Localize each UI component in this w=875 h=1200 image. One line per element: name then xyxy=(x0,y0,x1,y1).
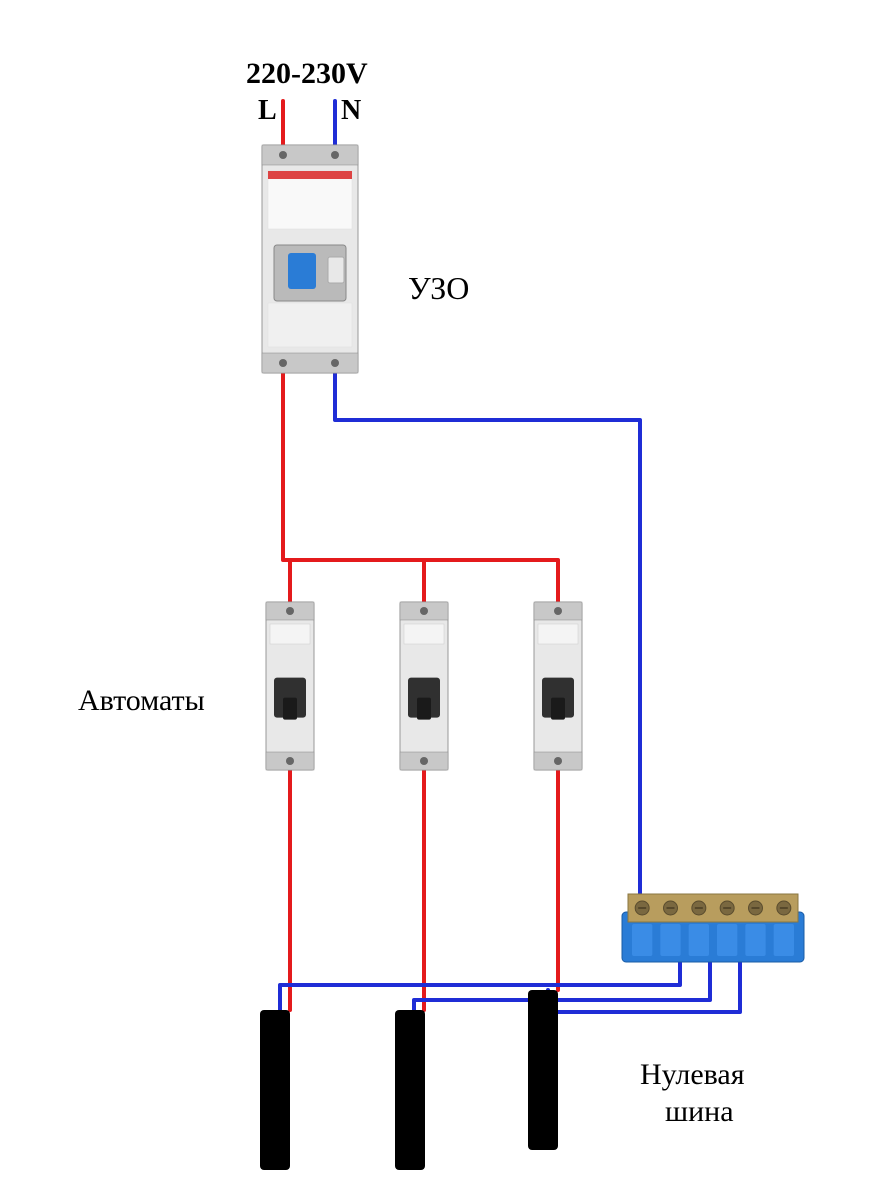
wire xyxy=(290,560,424,602)
label-automats: Автоматы xyxy=(78,684,205,718)
circuit-breaker-2 xyxy=(400,602,448,770)
label-neutral_bus_1: Нулевая xyxy=(640,1058,745,1092)
circuit-breaker-3 xyxy=(534,602,582,770)
wire xyxy=(335,373,640,894)
output-cable-2 xyxy=(395,1010,425,1170)
label-uzo: УЗО xyxy=(408,270,469,307)
label-neutral_bus_2: шина xyxy=(665,1095,734,1129)
wiring-diagram xyxy=(0,0,875,1200)
wire xyxy=(283,373,290,602)
output-cable-1 xyxy=(260,1010,290,1170)
wire xyxy=(280,958,680,1010)
output-cable-3 xyxy=(528,990,558,1150)
label-N: N xyxy=(341,95,361,127)
label-voltage: 220-230V xyxy=(246,57,368,91)
label-L: L xyxy=(258,95,277,127)
wire xyxy=(424,560,558,602)
circuit-breaker-1 xyxy=(266,602,314,770)
neutral-bus xyxy=(622,894,804,962)
rcd-device xyxy=(262,145,358,373)
